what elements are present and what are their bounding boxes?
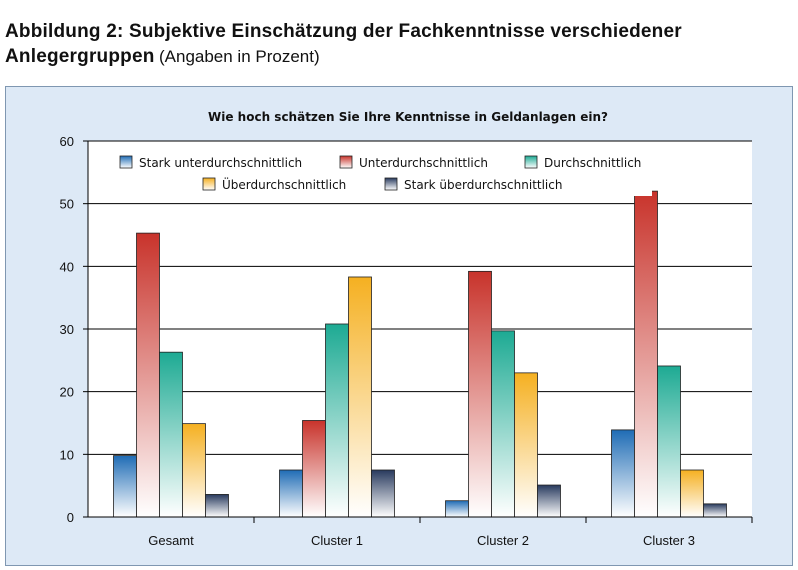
bar-durchschnittlich-gesamt — [159, 351, 183, 518]
bar-durchschnittlich-cluster-3 — [657, 365, 681, 518]
x-tick-label-cluster-3: Cluster 3 — [643, 533, 695, 548]
bar-ueberdurchschnittlich-cluster-2 — [514, 372, 538, 518]
bar-stark-ueberdurchschnittlich-cluster-3 — [703, 503, 727, 518]
bar-unterdurchschnittlich-cluster-1 — [302, 420, 326, 518]
bar-stark-ueberdurchschnittlich-gesamt — [205, 494, 229, 518]
y-tick-label: 40 — [60, 259, 74, 274]
legend-box — [112, 152, 652, 196]
axes: 0 10 20 30 40 50 60 Gesamt Cluster 1 Cluster 2 Clu… — [60, 134, 753, 548]
bar-ueberdurchschnittlich-cluster-3 — [680, 469, 704, 518]
bar-unterdurchschnittlich-gesamt — [136, 232, 160, 518]
legend-swatch-ueberdurchschnittlich — [202, 177, 216, 191]
bar-unterdurchschnittlich-cluster-2 — [468, 270, 492, 518]
y-tick-label: 20 — [60, 385, 74, 400]
legend-label-stark-unterdurchschnittlich: Stark unterdurchschnittlich — [139, 156, 302, 170]
legend-swatch-stark-ueberdurchschnittlich — [384, 177, 398, 191]
legend: Stark unterdurchschnittlich Unterdurchsch… — [112, 152, 652, 196]
bars — [113, 190, 727, 518]
chart-title: Wie hoch schätzen Sie Ihre Kenntnisse in… — [208, 110, 608, 124]
bar-stark-unterdurchschnittlich-cluster-3 — [611, 429, 635, 518]
legend-swatch-unterdurchschnittlich — [339, 155, 353, 169]
figure-caption-line2: Anlegergruppen — [5, 45, 155, 67]
y-tick-label: 10 — [60, 447, 74, 462]
bar-stark-unterdurchschnittlich-cluster-2 — [445, 500, 469, 518]
bar-stark-ueberdurchschnittlich-cluster-1 — [371, 469, 395, 518]
legend-swatch-durchschnittlich — [524, 155, 538, 169]
legend-swatch-stark-unterdurchschnittlich — [119, 155, 133, 169]
figure-caption-note: (Angaben in Prozent) — [158, 46, 320, 66]
legend-label-ueberdurchschnittlich: Überdurchschnittlich — [222, 176, 346, 192]
y-tick-label: 30 — [60, 322, 74, 337]
figure-caption: Abbildung 2: Subjektive Einschätzung der… — [5, 20, 795, 69]
bar-ueberdurchschnittlich-cluster-1 — [348, 276, 372, 518]
x-tick-label-gesamt: Gesamt — [148, 533, 194, 548]
legend-label-stark-ueberdurchschnittlich: Stark überdurchschnittlich — [404, 178, 562, 192]
bar-stark-ueberdurchschnittlich-cluster-2 — [537, 484, 561, 518]
bar-ueberdurchschnittlich-gesamt — [182, 423, 206, 518]
x-tick-label-cluster-2: Cluster 2 — [477, 533, 529, 548]
bar-stark-unterdurchschnittlich-gesamt — [113, 455, 137, 518]
figure-caption-line1: Abbildung 2: Subjektive Einschätzung der… — [5, 21, 682, 42]
bar-durchschnittlich-cluster-2 — [491, 330, 515, 518]
x-tick-label-cluster-1: Cluster 1 — [311, 533, 363, 548]
y-tick-label: 50 — [60, 197, 74, 212]
legend-label-unterdurchschnittlich: Unterdurchschnittlich — [359, 156, 488, 170]
bar-unterdurchschnittlich-cluster-3 — [634, 190, 658, 518]
bar-stark-unterdurchschnittlich-cluster-1 — [279, 469, 303, 518]
legend-label-durchschnittlich: Durchschnittlich — [544, 156, 641, 170]
y-tick-label: 60 — [60, 134, 74, 149]
bar-durchschnittlich-cluster-1 — [325, 323, 349, 518]
y-tick-label: 0 — [67, 510, 74, 525]
